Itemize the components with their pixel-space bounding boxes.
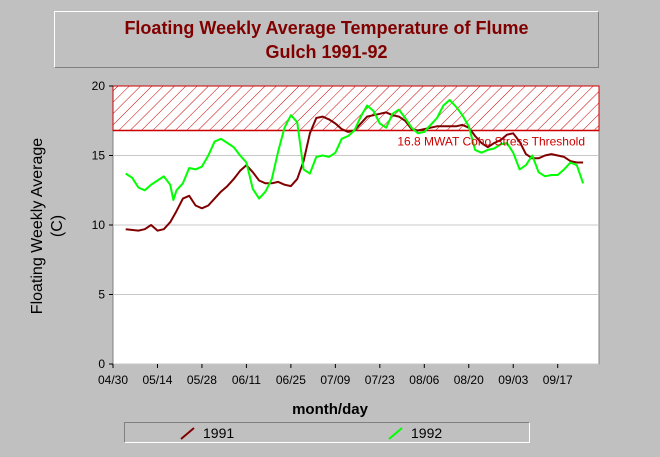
x-axis-label: month/day (292, 401, 368, 418)
legend-label-1991: 1991 (203, 425, 235, 441)
series-lines (125, 98, 585, 232)
x-tick-label: 08/20 (454, 373, 484, 387)
x-tick-label: 07/23 (365, 373, 395, 387)
y-tick-label: 10 (92, 218, 106, 232)
x-tick-label: 06/11 (232, 373, 261, 387)
y-tick-label: 15 (92, 149, 106, 163)
x-tick-label: 06/25 (276, 373, 306, 387)
legend: 1991 1992 (124, 422, 530, 443)
chart-title-box: Floating Weekly Average Temperature of F… (54, 11, 599, 68)
series-line-1991 (125, 111, 584, 232)
threshold-band (112, 85, 600, 131)
y-tick-label: 0 (98, 357, 105, 371)
y-tick-label: 5 (98, 288, 105, 302)
x-tick-label: 05/14 (142, 373, 172, 387)
y-axis-label-line-2: (C) (49, 214, 66, 238)
chart-title-line-1: Floating Weekly Average Temperature of F… (124, 17, 529, 38)
x-tick-label: 05/28 (187, 373, 217, 387)
legend-swatch-1992 (388, 427, 403, 440)
chart-title-line-2: Gulch 1991-92 (265, 41, 388, 62)
y-axis-label-line-1: Floating Weekly Average (29, 137, 46, 315)
y-axis-label: Floating Weekly Average (C) (28, 106, 68, 346)
y-tick-label: 20 (92, 79, 106, 93)
legend-item-1992: 1992 (387, 424, 442, 442)
x-tick-label: 08/06 (409, 373, 439, 387)
threshold-label: 16.8 MWAT Coho Stress Threshold (397, 134, 585, 148)
axis-ticks: 0 5 10 15 20 04/30 05/14 05/28 06/11 06/25 07/09 07… (92, 79, 573, 387)
legend-swatch-1991 (180, 427, 195, 440)
series-line-1992 (125, 98, 585, 201)
legend-label-1992: 1992 (411, 425, 443, 441)
x-tick-label: 04/30 (98, 373, 128, 387)
x-tick-label: 07/09 (320, 373, 350, 387)
x-tick-label: 09/17 (543, 373, 573, 387)
legend-item-1991: 1991 (179, 424, 234, 442)
x-tick-label: 09/03 (498, 373, 528, 387)
